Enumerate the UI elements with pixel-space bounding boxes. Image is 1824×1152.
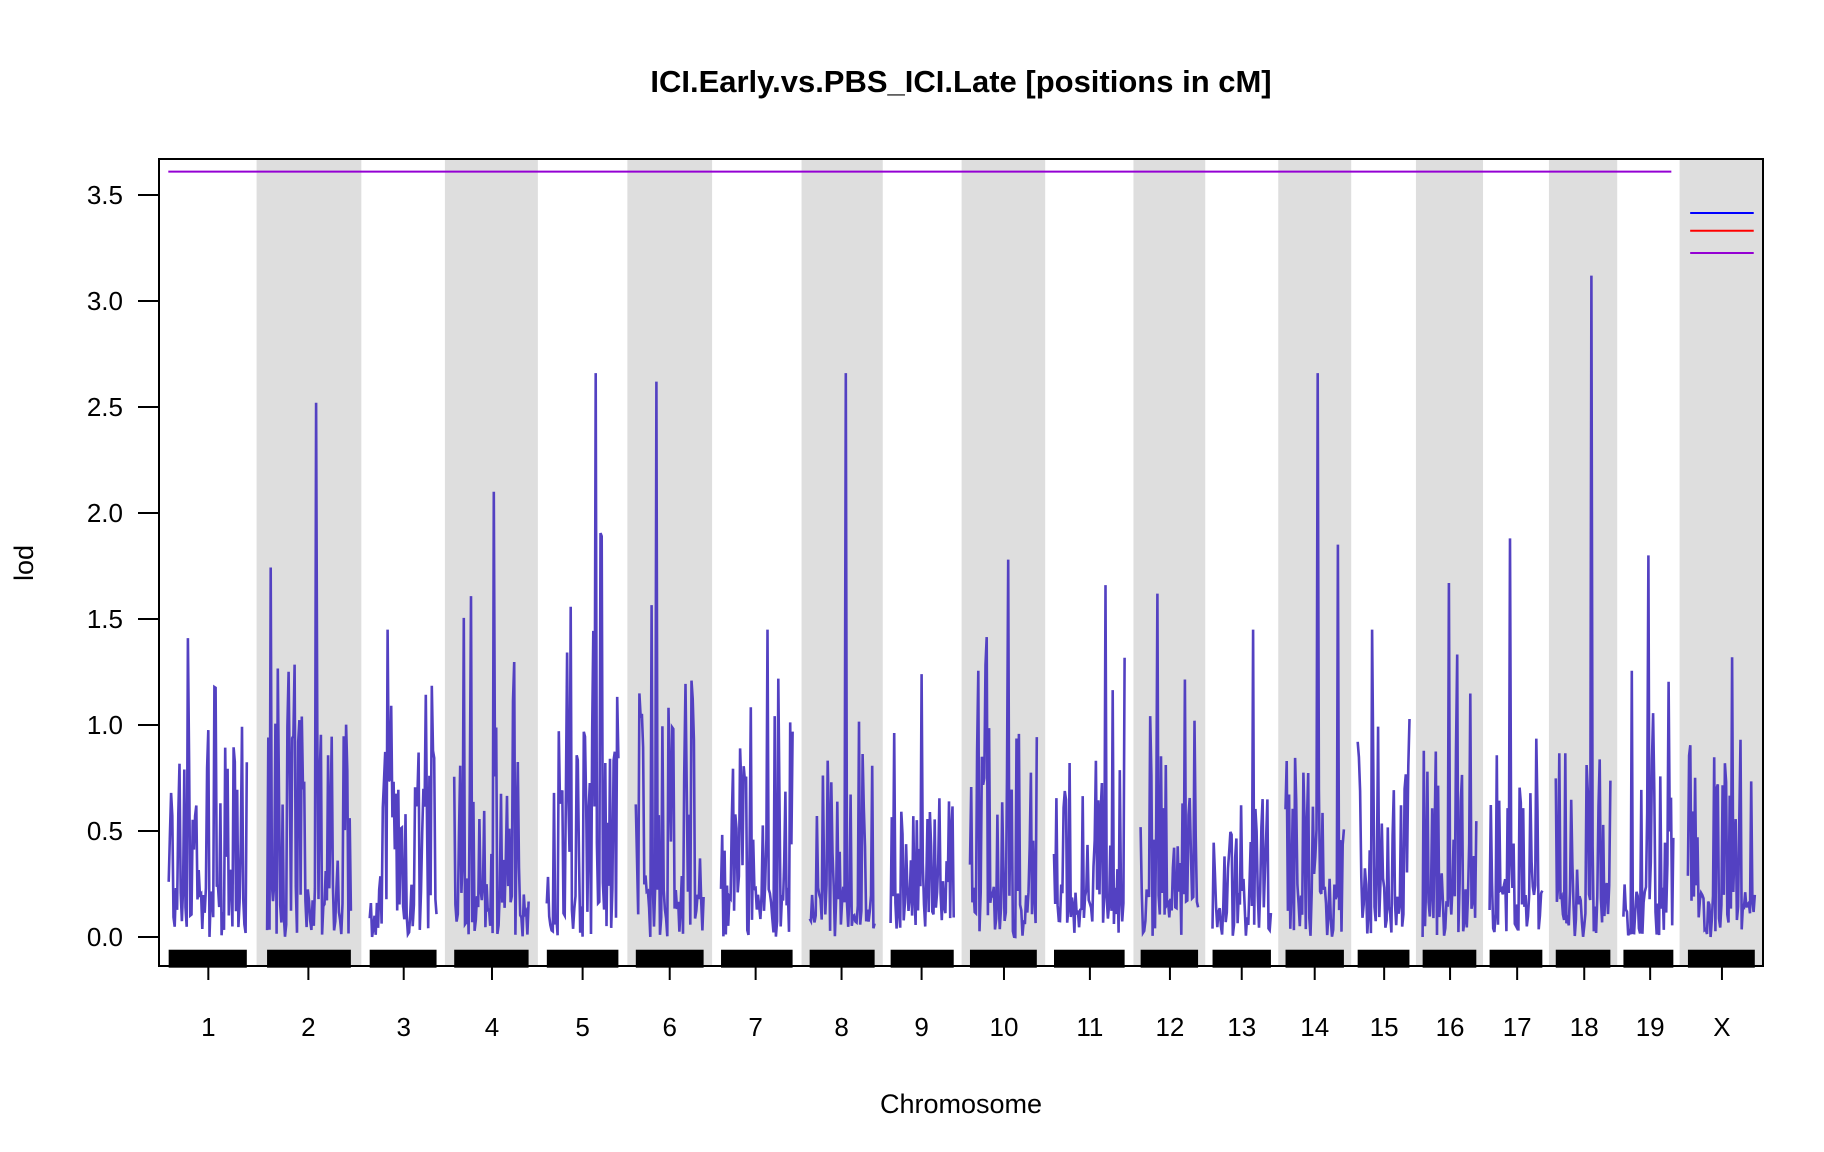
lod-trace-chr-11 xyxy=(1052,585,1126,933)
x-axis: 1 2 3 4 5 6 7 8 9 10 11 12 13 14 15 16 17 18 19 X xyxy=(201,966,1731,1042)
marker-rug-chr-5 xyxy=(546,949,619,968)
marker-rug-chr-2 xyxy=(267,949,351,968)
marker-rug-chr-16 xyxy=(1422,949,1477,968)
chromosome-band-8 xyxy=(801,160,883,965)
lod-trace-chr-15 xyxy=(1356,629,1411,934)
lod-trace-chr-6 xyxy=(634,381,705,937)
lod-trace-chr-8 xyxy=(808,373,876,937)
marker-rug-chr-9 xyxy=(890,949,954,968)
chart-title: ICI.Early.vs.PBS_ICI.Late [positions in … xyxy=(650,64,1271,99)
marker-rug-chr-X xyxy=(1687,949,1755,968)
x-tick-label-15: 15 xyxy=(1370,1012,1399,1042)
y-tick-label-3.0: 3.0 xyxy=(87,286,123,316)
marker-rugs xyxy=(168,949,1755,968)
marker-rug-chr-15 xyxy=(1357,949,1410,968)
x-tick-label-18: 18 xyxy=(1570,1012,1599,1042)
marker-rug-chr-11 xyxy=(1054,949,1125,968)
lod-trace-chr-12 xyxy=(1139,593,1200,938)
x-tick-label-2: 2 xyxy=(301,1012,315,1042)
x-tick-label-7: 7 xyxy=(748,1012,762,1042)
lod-trace-chr-2 xyxy=(265,402,353,937)
x-tick-label-12: 12 xyxy=(1155,1012,1184,1042)
x-tick-label-8: 8 xyxy=(834,1012,848,1042)
marker-rug-chr-4 xyxy=(454,949,529,968)
y-tick-label-3.5: 3.5 xyxy=(87,180,123,210)
lod-trace-chr-7 xyxy=(719,629,794,937)
marker-rug-chr-1 xyxy=(168,949,247,968)
lod-traces xyxy=(167,275,1757,939)
x-tick-label-14: 14 xyxy=(1300,1012,1329,1042)
x-tick-label-9: 9 xyxy=(914,1012,928,1042)
y-axis: 0.0 0.5 1.0 1.5 2.0 2.5 3.0 3.5 xyxy=(87,180,159,952)
lod-trace-chr-4 xyxy=(452,491,530,937)
x-axis-label: Chromosome xyxy=(880,1089,1042,1119)
marker-rug-chr-7 xyxy=(721,949,793,968)
marker-rug-chr-8 xyxy=(809,949,875,968)
lod-trace-chr-3 xyxy=(368,629,438,939)
plot-frame xyxy=(158,158,1764,967)
chromosome-band-6 xyxy=(627,160,713,965)
lod-trace-chr-13 xyxy=(1211,629,1273,936)
y-tick-label-1.5: 1.5 xyxy=(87,604,123,634)
x-tick-label-13: 13 xyxy=(1227,1012,1256,1042)
lod-trace-chr-14 xyxy=(1284,373,1346,937)
x-tick-label-4: 4 xyxy=(485,1012,499,1042)
lod-trace-chr-10 xyxy=(968,559,1039,939)
legend xyxy=(1690,212,1754,255)
marker-rug-chr-19 xyxy=(1623,949,1674,968)
marker-rug-chr-14 xyxy=(1285,949,1344,968)
marker-rug-chr-6 xyxy=(635,949,704,968)
y-tick-label-0.5: 0.5 xyxy=(87,816,123,846)
x-tick-label-3: 3 xyxy=(396,1012,410,1042)
lod-trace-chr-X xyxy=(1686,657,1757,938)
x-tick-label-19: 19 xyxy=(1636,1012,1665,1042)
y-tick-label-0.0: 0.0 xyxy=(87,922,123,952)
x-tick-label-17: 17 xyxy=(1503,1012,1532,1042)
lod-trace-chr-5 xyxy=(545,373,620,937)
lod-trace-chr-19 xyxy=(1622,555,1675,936)
y-tick-label-1.0: 1.0 xyxy=(87,710,123,740)
x-tick-label-1: 1 xyxy=(201,1012,215,1042)
marker-rug-chr-3 xyxy=(369,949,437,968)
lod-trace-chr-1 xyxy=(167,638,249,937)
x-tick-label-11: 11 xyxy=(1076,1012,1103,1042)
x-tick-label-16: 16 xyxy=(1436,1012,1465,1042)
marker-rug-chr-10 xyxy=(969,949,1037,968)
x-tick-label-X: X xyxy=(1713,1012,1730,1042)
lod-trace-chr-9 xyxy=(889,674,955,929)
lod-trace-chr-18 xyxy=(1554,275,1612,937)
y-axis-label: lod xyxy=(9,545,39,581)
x-tick-label-10: 10 xyxy=(990,1012,1019,1042)
marker-rug-chr-12 xyxy=(1140,949,1199,968)
lod-trace-chr-17 xyxy=(1488,538,1544,933)
y-tick-label-2.0: 2.0 xyxy=(87,498,123,528)
marker-rug-chr-18 xyxy=(1555,949,1611,968)
x-tick-label-5: 5 xyxy=(575,1012,589,1042)
marker-rug-chr-17 xyxy=(1489,949,1543,968)
marker-rug-chr-13 xyxy=(1212,949,1271,968)
y-tick-label-2.5: 2.5 xyxy=(87,392,123,422)
x-tick-label-6: 6 xyxy=(662,1012,676,1042)
lod-trace-chr-16 xyxy=(1421,582,1478,938)
